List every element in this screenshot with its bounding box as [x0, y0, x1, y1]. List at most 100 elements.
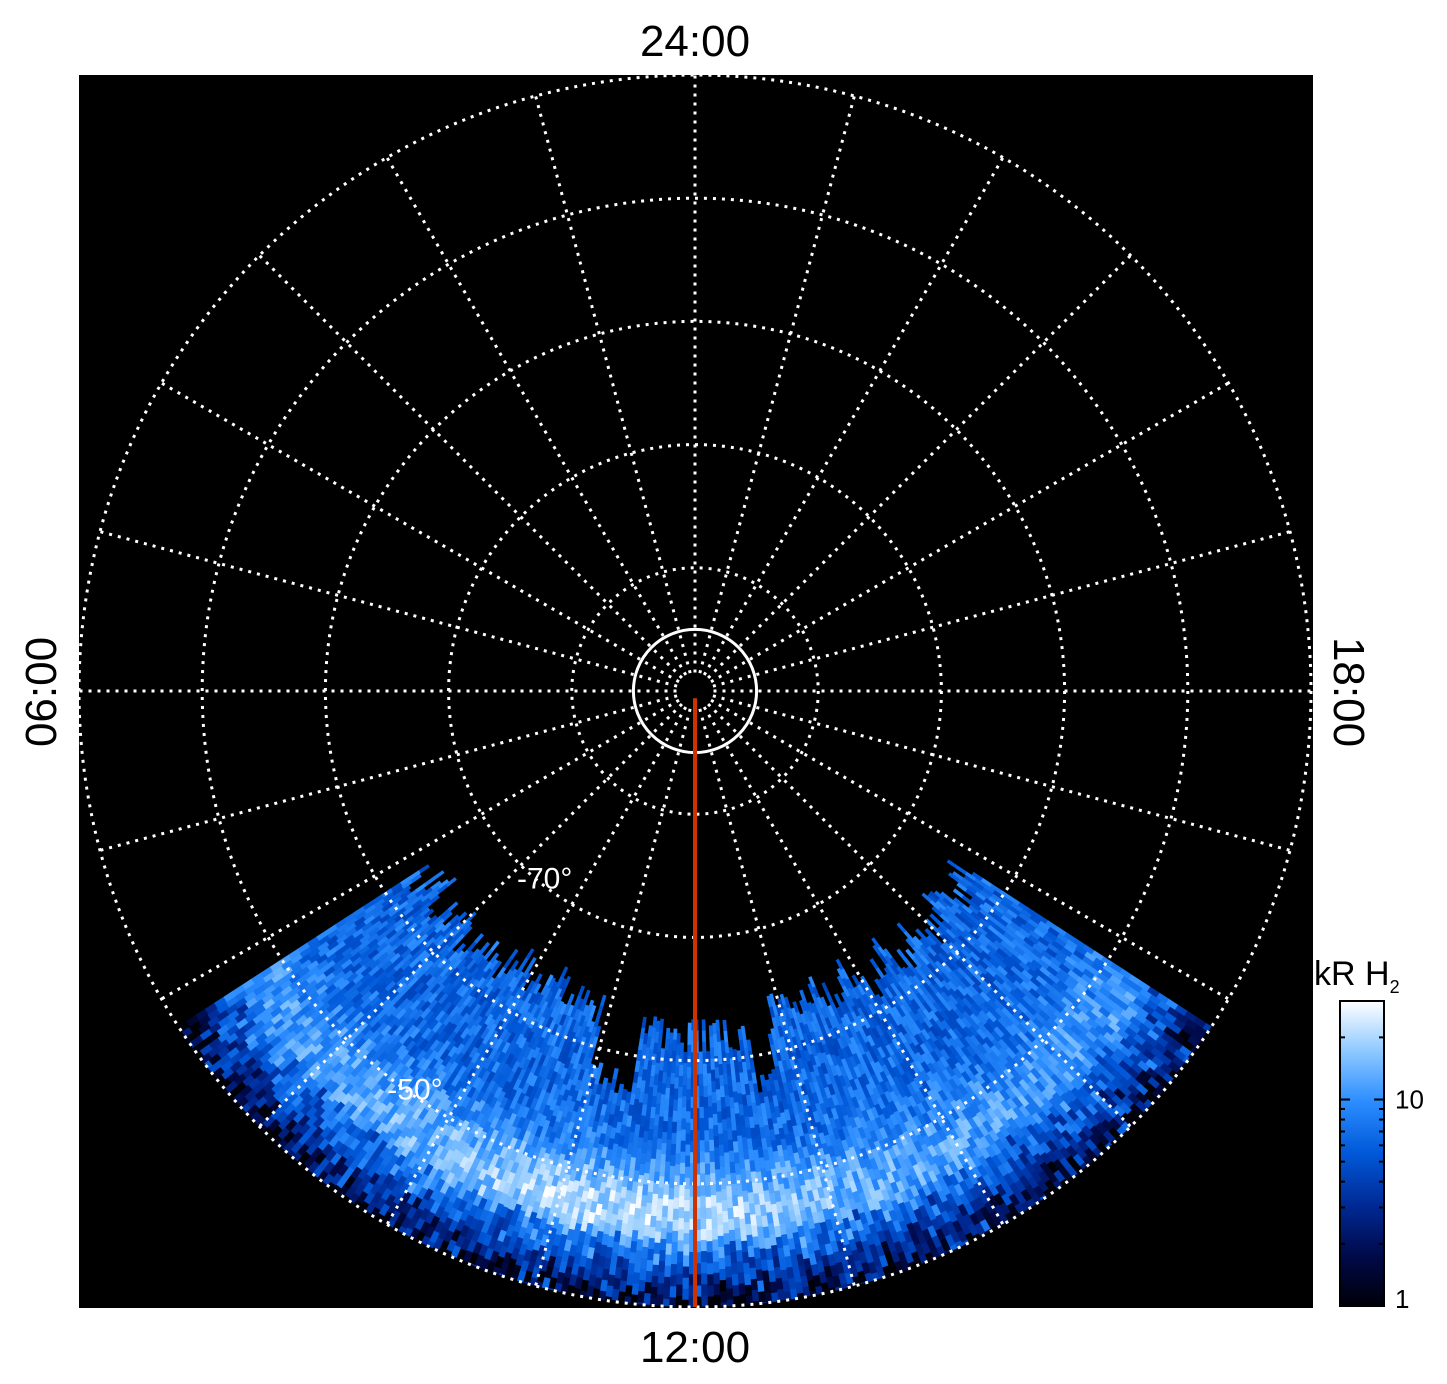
emission-cell: [876, 1097, 886, 1110]
emission-cell: [977, 1155, 990, 1169]
emission-cell: [1046, 990, 1059, 1003]
emission-cell: [468, 1188, 479, 1202]
emission-cell: [351, 933, 364, 944]
emission-cell: [671, 1121, 677, 1134]
emission-cell: [765, 1135, 773, 1148]
emission-cell: [392, 943, 405, 955]
emission-cell: [943, 907, 955, 919]
emission-cell: [925, 955, 936, 967]
emission-cell: [388, 1112, 400, 1125]
emission-cell: [513, 1138, 523, 1152]
emission-cell: [828, 1117, 837, 1130]
emission-cell: [880, 1034, 890, 1047]
emission-cell: [843, 1032, 852, 1046]
emission-cell: [957, 935, 969, 946]
emission-cell: [717, 1224, 724, 1237]
emission-cell: [810, 1264, 820, 1277]
emission-cell: [535, 1206, 545, 1220]
emission-cell: [385, 944, 398, 956]
emission-cell: [741, 1179, 748, 1192]
emission-cell: [458, 1070, 469, 1084]
emission-cell: [489, 1037, 499, 1050]
emission-cell: [398, 997, 410, 1010]
emission-cell: [1132, 997, 1146, 1010]
emission-cell: [736, 1135, 743, 1148]
emission-cell: [461, 1085, 472, 1098]
emission-cell: [970, 897, 982, 908]
emission-cell: [1029, 995, 1042, 1007]
emission-cell: [356, 1190, 369, 1205]
emission-cell: [824, 1062, 833, 1075]
emission-cell: [1111, 1077, 1124, 1091]
emission-cell: [727, 1139, 734, 1152]
emission-cell: [361, 1067, 374, 1081]
emission-cell: [808, 1081, 817, 1094]
emission-cell: [919, 954, 931, 966]
emission-cell: [761, 1179, 769, 1192]
emission-cell: [974, 1222, 986, 1236]
emission-cell: [1002, 1173, 1015, 1187]
emission-cell: [510, 1043, 520, 1056]
emission-cell: [889, 1113, 899, 1127]
emission-cell: [662, 1287, 670, 1300]
emission-cell: [539, 1000, 549, 1014]
emission-cell: [668, 1094, 674, 1107]
emission-cell: [567, 1100, 576, 1114]
emission-cell: [901, 1015, 912, 1028]
emission-cell: [392, 997, 405, 1010]
emission-cell: [520, 1023, 529, 1036]
emission-cell: [446, 1207, 458, 1221]
emission-cell: [637, 1279, 646, 1293]
emission-cell: [1039, 1152, 1052, 1166]
emission-cell: [527, 1036, 536, 1049]
emission-cell: [855, 1167, 865, 1181]
emission-cell: [1033, 1143, 1046, 1157]
emission-cell: [1047, 973, 1061, 985]
emission-cell: [1168, 1022, 1183, 1035]
emission-cell: [497, 972, 507, 985]
emission-cell: [1003, 996, 1015, 1008]
emission-cell: [432, 1005, 444, 1018]
emission-cell: [448, 1052, 459, 1065]
emission-cell: [871, 1036, 882, 1049]
emission-cell: [1069, 1130, 1083, 1144]
emission-cell: [741, 1094, 748, 1107]
emission-cell: [715, 1089, 721, 1102]
emission-cell: [769, 1006, 776, 1019]
emission-cell: [636, 1137, 644, 1150]
emission-cell: [1075, 982, 1088, 994]
emission-cell: [887, 985, 898, 998]
emission-cell: [415, 968, 427, 980]
emission-cell: [969, 1101, 981, 1115]
emission-cell: [410, 991, 422, 1004]
emission-cell: [264, 1095, 278, 1109]
emission-cell: [985, 944, 997, 955]
emission-cell: [950, 949, 962, 961]
emission-cell: [1000, 899, 1013, 910]
emission-cell: [947, 999, 958, 1012]
emission-cell: [899, 1190, 910, 1204]
emission-cell: [558, 1025, 567, 1038]
emission-cell: [1004, 938, 1017, 950]
emission-cell: [1008, 1015, 1021, 1027]
emission-cell: [603, 1257, 612, 1271]
emission-cell: [678, 1075, 683, 1088]
emission-cell: [526, 1146, 536, 1159]
emission-cell: [414, 999, 426, 1012]
emission-cell: [896, 985, 906, 997]
emission-cell: [315, 1077, 329, 1091]
emission-cell: [753, 1312, 761, 1324]
emission-cell: [1193, 1016, 1207, 1029]
emission-cell: [789, 1249, 798, 1262]
emission-cell: [948, 1078, 959, 1091]
emission-cell: [335, 1020, 348, 1033]
emission-cell: [1055, 1071, 1068, 1084]
emission-cell: [861, 1222, 872, 1236]
emission-cell: [660, 1094, 666, 1107]
emission-cell: [857, 1126, 867, 1140]
emission-cell: [414, 1036, 425, 1049]
emission-cell: [842, 1114, 852, 1128]
emission-cell: [424, 1029, 436, 1042]
emission-cell: [706, 1263, 714, 1275]
emission-cell: [342, 1166, 355, 1180]
